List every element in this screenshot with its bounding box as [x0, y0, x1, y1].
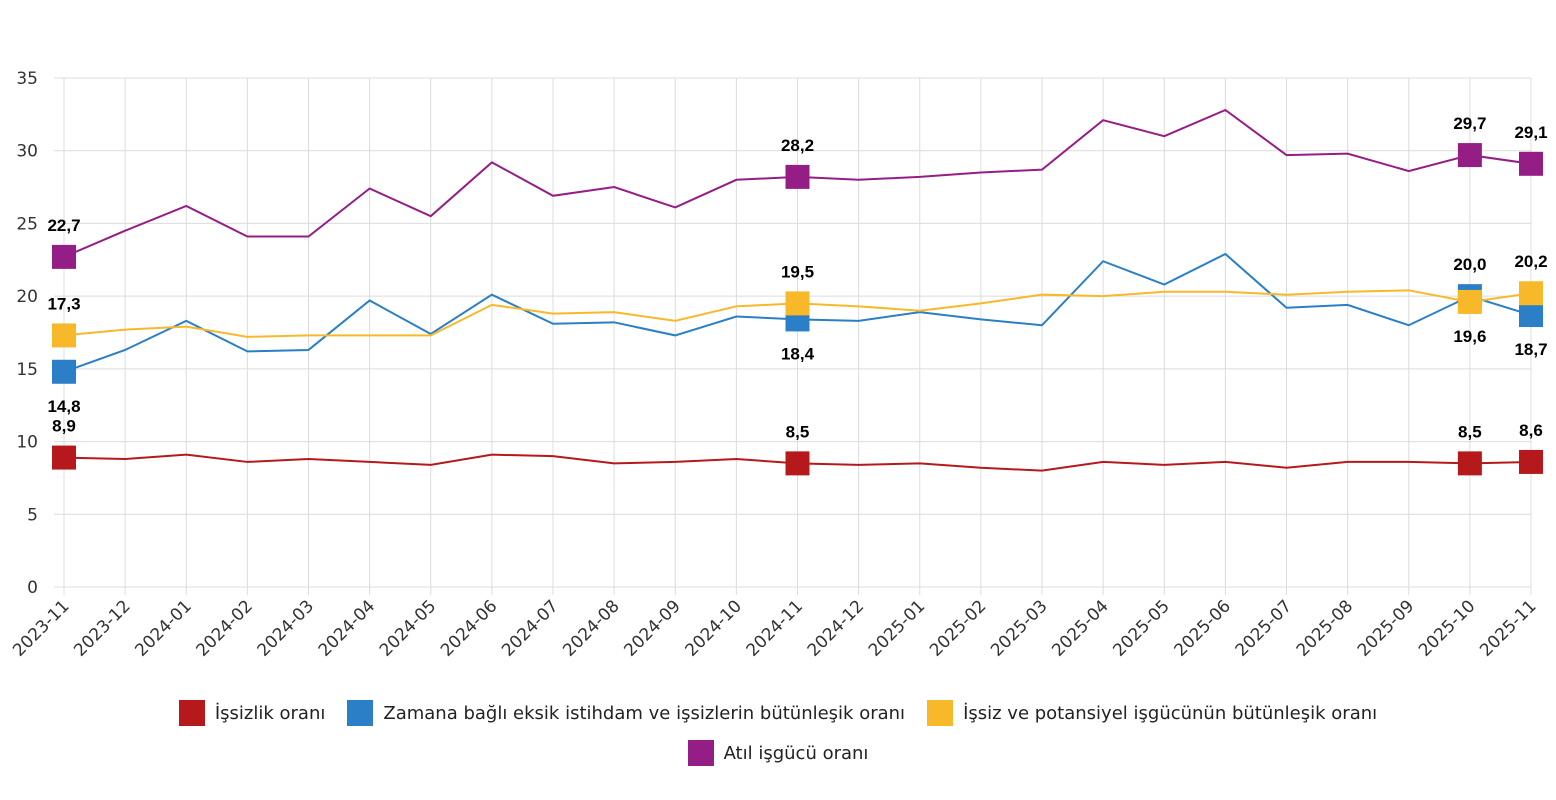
x-tick-label: 2024-10 [682, 596, 746, 660]
chart: 051015202530352023-112023-122024-012024-… [9, 69, 1547, 661]
y-tick-label: 30 [16, 142, 38, 162]
x-tick-label: 2024-02 [193, 596, 257, 660]
legend-item[interactable]: Atıl işgücü oranı [687, 740, 869, 766]
x-tick-label: 2025-08 [1293, 596, 1357, 660]
x-tick-label: 2025-01 [865, 596, 929, 660]
x-tick-label: 2025-11 [1476, 596, 1540, 660]
x-tick-label: 2025-07 [1232, 596, 1296, 660]
value-label: 18,4 [781, 344, 815, 363]
point-marker [52, 445, 76, 470]
legend-label: İşsizlik oranı [214, 702, 326, 724]
value-label: 18,7 [1514, 340, 1547, 359]
y-tick-label: 25 [16, 214, 38, 234]
point-marker [52, 244, 76, 269]
x-tick-label: 2023-12 [70, 596, 134, 660]
value-label: 20,0 [1453, 255, 1486, 274]
point-marker [785, 164, 810, 189]
value-label: 8,5 [1458, 422, 1482, 441]
legend-swatch [347, 700, 374, 726]
legend-label: Atıl işgücü oranı [723, 742, 869, 764]
point-marker [1457, 289, 1482, 314]
legend-swatch [927, 700, 954, 726]
value-label: 8,5 [786, 422, 810, 441]
value-label: 29,7 [1453, 114, 1486, 133]
x-tick-label: 2024-08 [559, 596, 623, 660]
value-label: 8,6 [1519, 421, 1543, 440]
legend-label: Zamana bağlı eksik istihdam ve işsizleri… [383, 702, 906, 724]
x-tick-label: 2024-04 [315, 596, 379, 660]
point-marker [1519, 303, 1543, 328]
x-tick-label: 2024-11 [743, 596, 807, 660]
point-marker [1457, 143, 1482, 168]
legend-label: İşsiz ve potansiyel işgücünün bütünleşik… [963, 702, 1378, 724]
y-tick-label: 15 [16, 360, 38, 380]
x-tick-label: 2024-03 [254, 596, 318, 660]
y-tick-label: 20 [16, 287, 38, 307]
legend-swatch [178, 700, 205, 726]
value-label: 29,1 [1514, 123, 1547, 142]
point-marker [1519, 151, 1543, 176]
y-tick-label: 0 [27, 578, 38, 598]
point-marker [785, 451, 810, 476]
point-marker [1519, 449, 1543, 474]
x-tick-label: 2025-04 [1048, 596, 1112, 660]
y-tick-label: 35 [16, 69, 38, 89]
x-tick-label: 2025-02 [926, 596, 990, 660]
x-tick-label: 2025-06 [1171, 596, 1235, 660]
legend-swatch [687, 740, 714, 766]
x-tick-label: 2025-05 [1109, 596, 1173, 660]
x-tick-label: 2025-03 [987, 596, 1051, 660]
x-tick-label: 2025-09 [1354, 596, 1418, 660]
x-tick-label: 2024-05 [376, 596, 440, 660]
legend-item[interactable]: İşsizlik oranı [178, 700, 326, 726]
y-tick-label: 5 [27, 505, 38, 525]
point-marker [1519, 281, 1543, 306]
value-label: 19,6 [1453, 327, 1486, 346]
value-label: 19,5 [781, 262, 814, 281]
x-tick-label: 2023-11 [9, 596, 73, 660]
point-marker [1457, 451, 1482, 476]
point-marker [52, 359, 76, 384]
x-tick-label: 2024-06 [437, 596, 501, 660]
point-marker [52, 323, 76, 348]
value-label: 8,9 [52, 417, 76, 436]
legend: İşsizlik oranı Zamana bağlı eksik istihda… [0, 700, 1556, 766]
value-label: 14,8 [47, 397, 80, 416]
legend-item[interactable]: Zamana bağlı eksik istihdam ve işsizleri… [347, 700, 905, 726]
x-tick-label: 2024-09 [620, 596, 684, 660]
x-tick-label: 2024-12 [804, 596, 868, 660]
x-tick-label: 2024-07 [498, 596, 562, 660]
point-marker [785, 291, 810, 316]
y-tick-label: 10 [16, 433, 38, 453]
x-tick-label: 2024-01 [131, 596, 195, 660]
value-label: 17,3 [47, 294, 80, 313]
legend-item[interactable]: İşsiz ve potansiyel işgücünün bütünleşik… [927, 700, 1377, 726]
value-label: 20,2 [1514, 252, 1547, 271]
value-label: 22,7 [47, 216, 80, 235]
x-tick-label: 2025-10 [1415, 596, 1479, 660]
value-label: 28,2 [781, 136, 814, 155]
